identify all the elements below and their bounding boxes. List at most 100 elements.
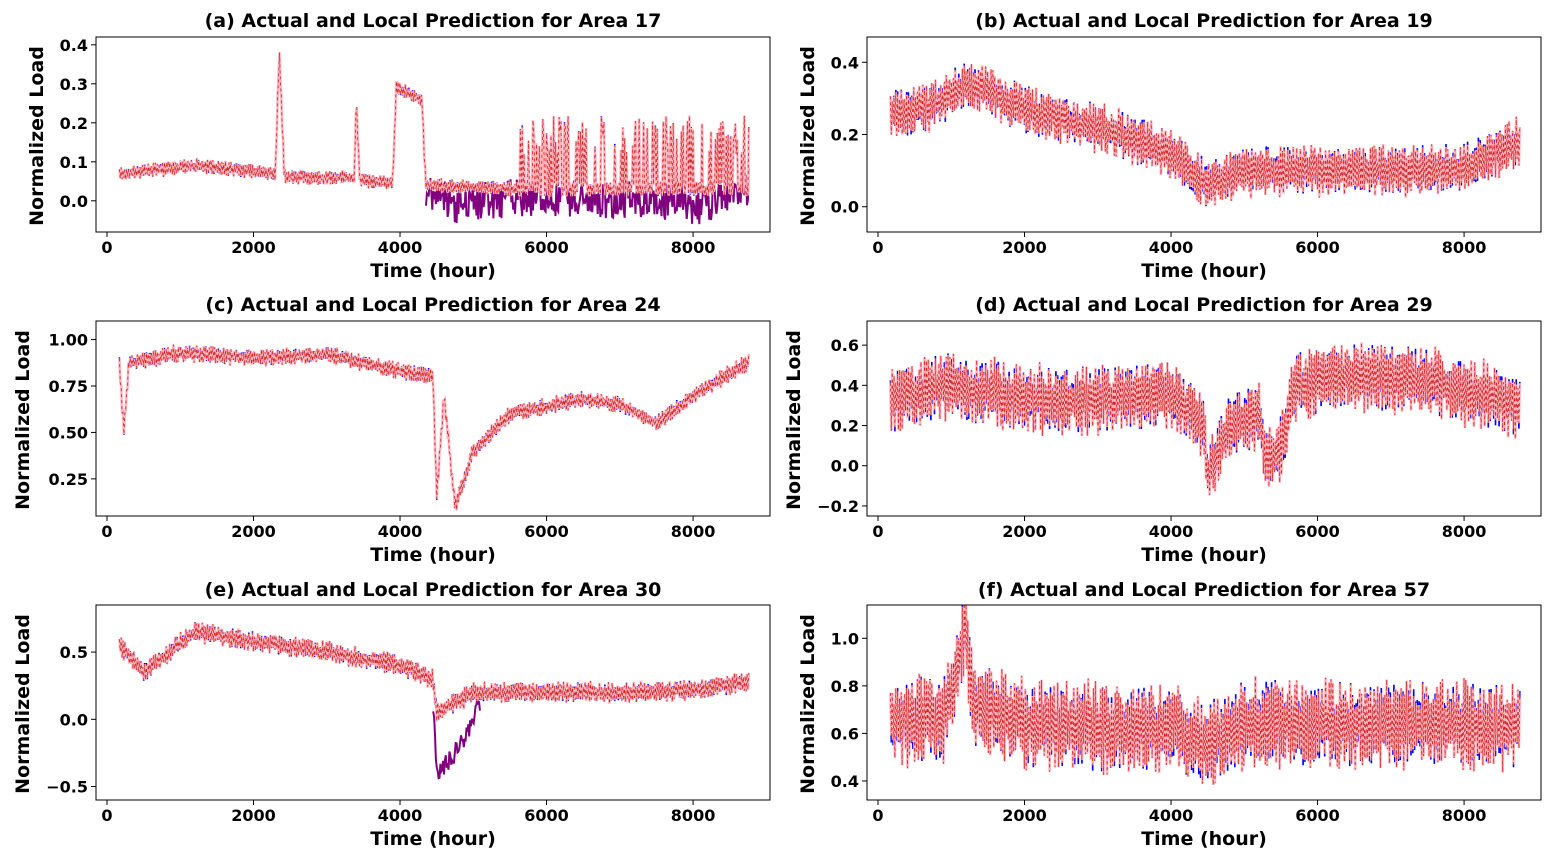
y-axis-label: Normalized Load — [26, 46, 48, 226]
x-tick-label: 4000 — [1149, 238, 1194, 257]
x-tick-label: 8000 — [671, 238, 716, 257]
series-group — [889, 63, 1522, 207]
y-tick-label: 0.1 — [60, 153, 88, 172]
axes-frame — [866, 604, 1542, 801]
axes-frame — [95, 36, 771, 233]
y-tick-label: −0.5 — [46, 778, 88, 797]
x-tick-label: 6000 — [524, 238, 569, 257]
plot-area: 0 2000 4000 6000 8000 0.0 0.1 0.2 0.3 0.4 — [60, 36, 771, 257]
x-axis-label: Time (hour) — [1141, 828, 1267, 850]
panel-c: (c) Actual and Local Prediction for Area… — [12, 294, 771, 566]
y-tick-label: 0.4 — [831, 772, 859, 791]
y-tick-label: 1.0 — [831, 629, 859, 648]
x-tick-label: 4000 — [378, 522, 423, 541]
panel-b: (b) Actual and Local Prediction for Area… — [797, 10, 1542, 282]
series-prediction-dashed — [890, 342, 1521, 496]
plot-area: 0 2000 4000 6000 8000 −0.2 0.0 0.2 0.4 0.6 — [817, 320, 1542, 541]
x-tick-label: 0 — [872, 806, 883, 825]
series-prediction — [118, 52, 751, 197]
x-tick-label: 2000 — [231, 238, 276, 257]
x-tick-label: 4000 — [1149, 522, 1194, 541]
x-tick-label: 6000 — [1295, 238, 1340, 257]
x-tick-label: 8000 — [1442, 806, 1487, 825]
chart-title: (b) Actual and Local Prediction for Area… — [975, 10, 1433, 32]
y-tick-label: 1.00 — [49, 331, 88, 350]
series-group — [118, 52, 751, 225]
y-tick-label: 0.4 — [831, 53, 859, 72]
x-tick-label: 2000 — [1002, 522, 1047, 541]
x-tick-label: 4000 — [1149, 806, 1194, 825]
series-local — [425, 168, 750, 225]
x-tick-label: 2000 — [1002, 806, 1047, 825]
y-axis-label: Normalized Load — [12, 614, 34, 794]
x-axis-label: Time (hour) — [370, 828, 496, 850]
panel-a: (a) Actual and Local Prediction for Area… — [26, 10, 771, 282]
x-tick-label: 2000 — [231, 806, 276, 825]
series-prediction-dashed — [890, 64, 1521, 206]
series-group — [889, 342, 1522, 496]
chart-title: (d) Actual and Local Prediction for Area… — [975, 294, 1433, 316]
x-tick-label: 8000 — [1442, 238, 1487, 257]
x-axis-label: Time (hour) — [1141, 544, 1267, 566]
x-axis-label: Time (hour) — [370, 544, 496, 566]
series-group — [889, 605, 1522, 786]
y-tick-label: 0.2 — [831, 126, 859, 145]
chart-title: (c) Actual and Local Prediction for Area… — [205, 294, 660, 316]
plot-area: 0 2000 4000 6000 8000 −0.5 0.0 0.5 — [46, 604, 771, 825]
axes-frame — [866, 320, 1542, 517]
x-tick-label: 0 — [872, 522, 883, 541]
y-tick-label: 0.0 — [60, 710, 88, 729]
x-tick-label: 2000 — [1002, 238, 1047, 257]
y-tick-label: 0.6 — [831, 724, 859, 743]
x-tick-label: 6000 — [524, 806, 569, 825]
y-tick-label: 0.25 — [49, 470, 88, 489]
series-prediction — [118, 622, 751, 721]
y-tick-label: 0.50 — [49, 423, 88, 442]
series-prediction — [118, 344, 751, 510]
chart-title: (f) Actual and Local Prediction for Area… — [978, 579, 1430, 601]
y-tick-label: 0.8 — [831, 677, 859, 696]
x-tick-label: 6000 — [1295, 806, 1340, 825]
x-tick-label: 8000 — [671, 522, 716, 541]
series-local — [432, 698, 481, 780]
x-tick-label: 4000 — [378, 806, 423, 825]
x-axis-label: Time (hour) — [370, 260, 496, 282]
series-prediction — [889, 605, 1522, 786]
series-group — [118, 344, 751, 511]
plot-area: 0 2000 4000 6000 8000 0.25 0.50 0.75 1.00 — [49, 320, 771, 541]
y-tick-label: 0.3 — [60, 75, 88, 94]
x-tick-label: 2000 — [231, 522, 276, 541]
x-tick-label: 8000 — [671, 806, 716, 825]
chart-title: (e) Actual and Local Prediction for Area… — [205, 579, 662, 601]
x-tick-label: 8000 — [1442, 522, 1487, 541]
y-tick-label: −0.2 — [817, 497, 859, 516]
y-tick-label: 0.75 — [49, 377, 88, 396]
y-tick-label: 0.0 — [831, 457, 859, 476]
chart-title: (a) Actual and Local Prediction for Area… — [205, 10, 662, 32]
series-prediction-dashed — [890, 605, 1521, 786]
plot-area: 0 2000 4000 6000 8000 0.0 0.2 0.4 — [831, 36, 1542, 257]
panel-e: (e) Actual and Local Prediction for Area… — [12, 579, 771, 850]
y-tick-label: 0.4 — [60, 36, 88, 55]
y-tick-label: 0.5 — [60, 643, 88, 662]
x-tick-label: 4000 — [378, 238, 423, 257]
x-tick-label: 6000 — [524, 522, 569, 541]
y-tick-label: 0.0 — [60, 192, 88, 211]
plot-area: 0 2000 4000 6000 8000 0.4 0.6 0.8 1.0 — [831, 604, 1542, 825]
panel-f: (f) Actual and Local Prediction for Area… — [797, 579, 1542, 850]
y-tick-label: 0.6 — [831, 336, 859, 355]
y-tick-label: 0.2 — [831, 417, 859, 436]
series-prediction-dashed — [119, 344, 750, 510]
x-tick-label: 6000 — [1295, 522, 1340, 541]
panel-d: (d) Actual and Local Prediction for Area… — [783, 294, 1542, 566]
y-tick-label: 0.4 — [831, 376, 859, 395]
x-axis-label: Time (hour) — [1141, 260, 1267, 282]
x-tick-label: 0 — [872, 238, 883, 257]
y-axis-label: Normalized Load — [797, 614, 819, 794]
y-axis-label: Normalized Load — [783, 330, 805, 510]
series-prediction-dashed — [119, 52, 750, 197]
series-group — [118, 621, 751, 780]
axes-frame — [95, 320, 771, 517]
axes-frame — [95, 604, 771, 801]
